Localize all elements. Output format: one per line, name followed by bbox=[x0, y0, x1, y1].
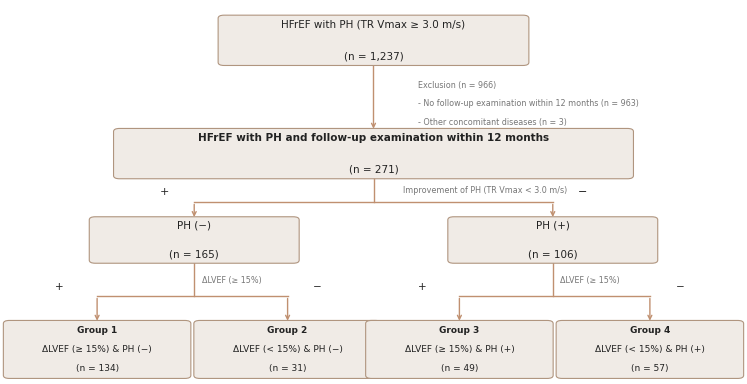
FancyBboxPatch shape bbox=[194, 320, 381, 379]
Text: ΔLVEF (≥ 15%) & PH (+): ΔLVEF (≥ 15%) & PH (+) bbox=[405, 345, 514, 354]
Text: - Other concomitant diseases (n = 3): - Other concomitant diseases (n = 3) bbox=[418, 118, 567, 127]
Text: PH (+): PH (+) bbox=[536, 220, 570, 230]
FancyBboxPatch shape bbox=[114, 128, 633, 179]
Text: HFrEF with PH and follow-up examination within 12 months: HFrEF with PH and follow-up examination … bbox=[198, 133, 549, 143]
Text: Group 4: Group 4 bbox=[630, 326, 670, 335]
Text: ΔLVEF (≥ 15%): ΔLVEF (≥ 15%) bbox=[202, 276, 261, 285]
Text: HFrEF with PH (TR Vmax ≥ 3.0 m/s): HFrEF with PH (TR Vmax ≥ 3.0 m/s) bbox=[282, 20, 465, 30]
Text: +: + bbox=[55, 282, 64, 292]
FancyBboxPatch shape bbox=[4, 320, 191, 379]
Text: ΔLVEF (≥ 15%): ΔLVEF (≥ 15%) bbox=[560, 276, 620, 285]
Text: Exclusion (n = 966): Exclusion (n = 966) bbox=[418, 81, 497, 90]
Text: (n = 165): (n = 165) bbox=[170, 250, 219, 260]
Text: −: − bbox=[313, 282, 322, 292]
Text: (n = 31): (n = 31) bbox=[269, 364, 306, 372]
Text: Group 1: Group 1 bbox=[77, 326, 117, 335]
Text: ΔLVEF (< 15%) & PH (−): ΔLVEF (< 15%) & PH (−) bbox=[232, 345, 343, 354]
Text: Group 2: Group 2 bbox=[267, 326, 308, 335]
Text: PH (−): PH (−) bbox=[177, 220, 211, 230]
FancyBboxPatch shape bbox=[89, 217, 299, 263]
Text: (n = 106): (n = 106) bbox=[528, 250, 577, 260]
Text: −: − bbox=[578, 187, 587, 197]
Text: (n = 57): (n = 57) bbox=[631, 364, 669, 372]
Text: −: − bbox=[675, 282, 684, 292]
Text: (n = 134): (n = 134) bbox=[75, 364, 119, 372]
Text: ΔLVEF (< 15%) & PH (+): ΔLVEF (< 15%) & PH (+) bbox=[595, 345, 705, 354]
Text: (n = 1,237): (n = 1,237) bbox=[344, 51, 403, 61]
Text: (n = 49): (n = 49) bbox=[441, 364, 478, 372]
Text: +: + bbox=[160, 187, 169, 197]
Text: Group 3: Group 3 bbox=[439, 326, 480, 335]
FancyBboxPatch shape bbox=[218, 15, 529, 65]
FancyBboxPatch shape bbox=[556, 320, 743, 379]
Text: ΔLVEF (≥ 15%) & PH (−): ΔLVEF (≥ 15%) & PH (−) bbox=[43, 345, 152, 354]
Text: - No follow-up examination within 12 months (n = 963): - No follow-up examination within 12 mon… bbox=[418, 99, 639, 108]
Text: (n = 271): (n = 271) bbox=[349, 164, 398, 174]
FancyBboxPatch shape bbox=[366, 320, 553, 379]
FancyBboxPatch shape bbox=[447, 217, 657, 263]
Text: Improvement of PH (TR Vmax < 3.0 m/s): Improvement of PH (TR Vmax < 3.0 m/s) bbox=[403, 185, 568, 195]
Text: +: + bbox=[418, 282, 427, 292]
